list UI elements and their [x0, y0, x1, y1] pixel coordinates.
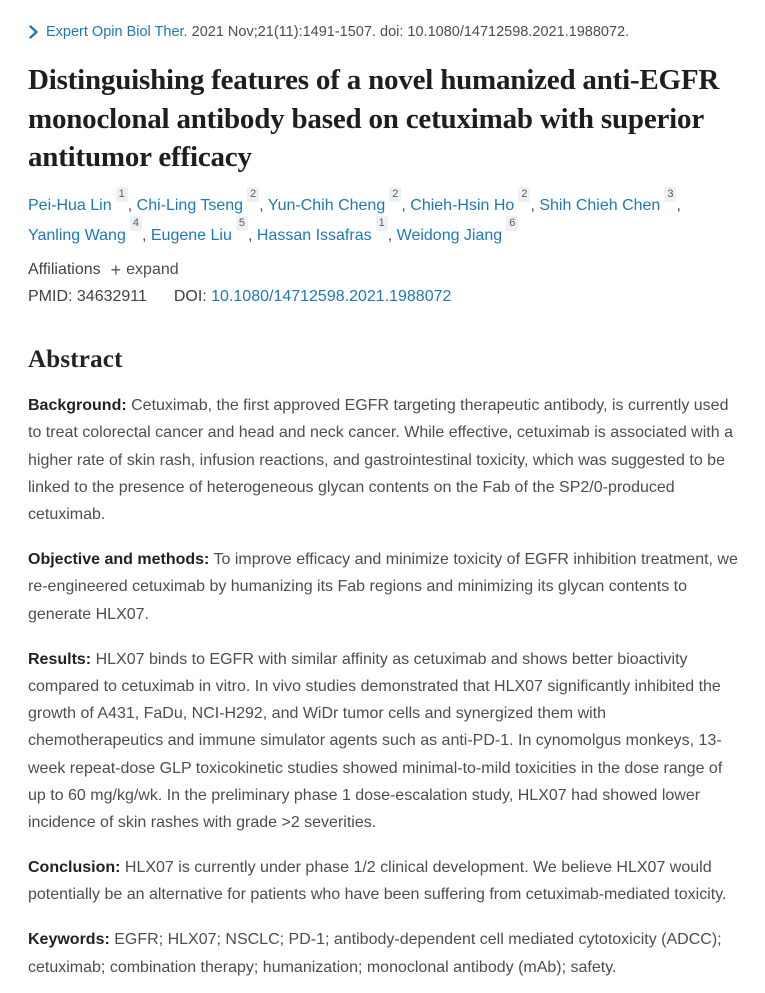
abstract-section-keywords: Keywords: EGFR; HLX07; NSCLC; PD-1; anti…: [28, 926, 739, 980]
author: Shih Chieh Chen3,: [539, 186, 681, 215]
author-link[interactable]: Weidong Jiang: [396, 226, 503, 244]
plus-icon: +: [110, 260, 122, 281]
author: Chi-Ling Tseng2,: [136, 186, 264, 215]
author: Eugene Liu5,: [150, 216, 253, 244]
author: Hassan Issafras1,: [256, 216, 393, 244]
affiliation-number-badge[interactable]: 2: [389, 186, 402, 202]
affiliation-number-badge[interactable]: 2: [247, 186, 260, 202]
section-label: Objective and methods:: [28, 551, 210, 569]
author-separator: ,: [401, 197, 406, 215]
section-label: Conclusion:: [28, 859, 121, 877]
author-separator: ,: [141, 226, 147, 244]
author-link[interactable]: Yun-Chih Cheng: [267, 197, 386, 215]
affiliation-number-badge[interactable]: 1: [375, 216, 388, 232]
author-separator: ,: [530, 197, 535, 215]
affiliation-number-badge[interactable]: 4: [129, 216, 142, 232]
section-text: HLX07 binds to EGFR with similar affinit…: [28, 650, 723, 831]
affiliation-number-badge[interactable]: 1: [115, 186, 128, 202]
section-text: Cetuximab, the first approved EGFR targe…: [28, 397, 733, 524]
author-link[interactable]: Yanling Wang: [28, 226, 126, 244]
abstract-heading: Abstract: [28, 346, 123, 374]
expand-label: expand: [126, 261, 179, 279]
expand-affiliations-button[interactable]: + expand: [111, 261, 179, 279]
section-text: HLX07 is currently under phase 1/2 clini…: [28, 859, 727, 904]
affiliations-label: Affiliations: [28, 261, 101, 279]
author-link[interactable]: Pei-Hua Lin: [28, 197, 112, 215]
doi-label: DOI:: [173, 288, 207, 306]
author: Yanling Wang4,: [28, 216, 147, 244]
author-link[interactable]: Shih Chieh Chen: [539, 197, 661, 215]
abstract-section-conclusion: Conclusion: HLX07 is currently under pha…: [28, 854, 739, 908]
affiliation-number-badge[interactable]: 5: [235, 216, 248, 232]
author-link[interactable]: Chi-Ling Tseng: [136, 197, 244, 215]
author: Pei-Hua Lin1,: [28, 186, 133, 215]
journal-link[interactable]: Expert Opin Biol Ther.: [46, 24, 188, 40]
author-separator: ,: [387, 226, 393, 244]
chevron-right-icon: [28, 25, 39, 39]
identifiers-row: PMID: 34632911 DOI: 10.1080/14712598.202…: [28, 288, 739, 306]
author: Chieh-Hsin Ho2,: [410, 186, 535, 215]
author-separator: ,: [127, 197, 133, 215]
abstract-section-results: Results: HLX07 binds to EGFR with simila…: [28, 646, 739, 836]
pmid-label: PMID:: [28, 288, 73, 306]
author-link[interactable]: Eugene Liu: [150, 226, 232, 244]
journal-citation: Expert Opin Biol Ther. 2021 Nov;21(11):1…: [28, 22, 739, 42]
section-label: Keywords:: [28, 931, 110, 949]
affiliation-number-badge[interactable]: 3: [664, 186, 677, 202]
author-link[interactable]: Hassan Issafras: [256, 226, 372, 244]
author: Yun-Chih Cheng2,: [267, 186, 406, 215]
pmid-value: 34632911: [76, 288, 147, 306]
citation-doi: doi: 10.1080/14712598.2021.1988072.: [380, 24, 630, 40]
author: Weidong Jiang6: [396, 216, 519, 244]
section-label: Results:: [28, 650, 92, 668]
affiliation-number-badge[interactable]: 2: [518, 186, 531, 202]
doi-link[interactable]: 10.1080/14712598.2021.1988072: [211, 288, 452, 306]
section-label: Background:: [28, 397, 127, 415]
abstract-section-objective: Objective and methods: To improve effica…: [28, 546, 739, 628]
author-separator: ,: [676, 197, 681, 215]
author-separator: ,: [247, 226, 253, 244]
author-separator: ,: [259, 197, 264, 215]
article-title: Distinguishing features of a novel human…: [28, 64, 720, 173]
abstract-section-background: Background: Cetuximab, the first approve…: [28, 392, 739, 528]
authors-list: Pei-Hua Lin1, Chi-Ling Tseng2, Yun-Chih …: [28, 186, 708, 250]
citation-details: 2021 Nov;21(11):1491-1507.: [191, 24, 376, 40]
section-text: EGFR; HLX07; NSCLC; PD-1; antibody-depen…: [28, 931, 722, 976]
affiliations-row: Affiliations + expand: [28, 261, 739, 279]
section-text: To improve efficacy and minimize toxicit…: [28, 551, 738, 623]
affiliation-number-badge[interactable]: 6: [506, 216, 519, 232]
author-link[interactable]: Chieh-Hsin Ho: [410, 197, 515, 215]
